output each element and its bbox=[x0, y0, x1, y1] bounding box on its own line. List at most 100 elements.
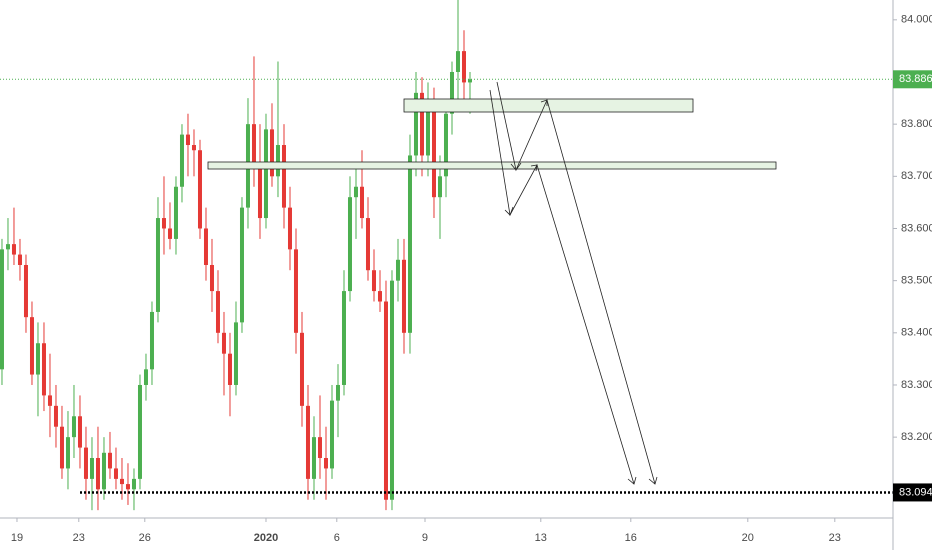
candle-body bbox=[191, 145, 196, 151]
candle-body bbox=[125, 484, 130, 490]
y-tick-label: 83.200 bbox=[901, 431, 932, 443]
candle-body bbox=[413, 92, 418, 156]
x-tick-label: 23 bbox=[73, 532, 85, 544]
candle-body bbox=[149, 311, 154, 370]
candle-body bbox=[329, 400, 334, 469]
x-tick-label: 19 bbox=[11, 532, 23, 544]
candle-body bbox=[221, 332, 226, 354]
candle-body bbox=[173, 186, 178, 239]
candle-body bbox=[263, 129, 268, 219]
candle-body bbox=[119, 478, 124, 485]
candle-body bbox=[83, 447, 88, 479]
candle-body bbox=[359, 186, 364, 219]
candle-body bbox=[113, 468, 118, 479]
arrow-head bbox=[540, 99, 548, 106]
plot-area bbox=[0, 0, 893, 511]
candle-body bbox=[455, 51, 460, 72]
candle-body bbox=[5, 244, 10, 250]
y-tick-label: 83.300 bbox=[901, 379, 932, 391]
drawings bbox=[207, 81, 777, 485]
candle-body bbox=[77, 416, 82, 448]
candle-body bbox=[293, 249, 298, 333]
candle-body bbox=[95, 458, 100, 490]
x-tick-label: 16 bbox=[625, 532, 637, 544]
price-label: 83.094 bbox=[899, 486, 932, 498]
candle-body bbox=[311, 437, 316, 479]
candle-body bbox=[233, 322, 238, 385]
candle-body bbox=[287, 207, 292, 250]
candle-body bbox=[377, 291, 382, 302]
x-tick-label: 26 bbox=[139, 532, 151, 544]
x-tick-label: 6 bbox=[334, 532, 340, 544]
candle-body bbox=[461, 51, 466, 83]
candle-body bbox=[11, 244, 16, 255]
candle-body bbox=[203, 228, 208, 265]
candle-body bbox=[275, 145, 280, 177]
candle-body bbox=[467, 79, 472, 83]
candle-body bbox=[47, 395, 52, 406]
candle-body bbox=[281, 145, 286, 208]
candle-body bbox=[131, 478, 136, 490]
candle-body bbox=[335, 384, 340, 401]
candle-body bbox=[185, 134, 190, 146]
candle-body bbox=[419, 92, 424, 156]
candle-body bbox=[179, 134, 184, 187]
y-tick-label: 83.700 bbox=[901, 170, 932, 182]
candle-body bbox=[101, 452, 106, 490]
candle-body bbox=[71, 416, 76, 438]
arrow-head bbox=[627, 476, 637, 485]
candle-body bbox=[41, 343, 46, 396]
candle-body bbox=[371, 270, 376, 292]
y-tick-label: 84.000 bbox=[901, 14, 932, 26]
axes: 84.000 83.800 83.700 83.600 83.500 83.400 83.3… bbox=[11, 14, 932, 544]
candle-body bbox=[227, 353, 232, 385]
candle-body bbox=[341, 291, 346, 385]
candle-body bbox=[137, 384, 142, 479]
x-tick-label: 20 bbox=[742, 532, 754, 544]
candle-body bbox=[383, 301, 388, 500]
x-tick-label: 9 bbox=[422, 532, 428, 544]
candle-body bbox=[107, 452, 112, 469]
x-tick-label: 23 bbox=[829, 532, 841, 544]
candle-body bbox=[323, 458, 328, 469]
candle-body bbox=[305, 405, 310, 479]
zone bbox=[207, 161, 777, 170]
candle-body bbox=[209, 264, 214, 292]
candle-body bbox=[425, 103, 430, 156]
price-label: 83.886 bbox=[899, 73, 932, 85]
candle-body bbox=[353, 186, 358, 198]
candle-body bbox=[29, 317, 34, 375]
candle-body bbox=[251, 124, 256, 166]
candle-body bbox=[89, 458, 94, 479]
candle-body bbox=[365, 218, 370, 271]
candle-body bbox=[389, 280, 394, 500]
arrow-path bbox=[489, 89, 635, 485]
candle-body bbox=[167, 228, 172, 239]
y-tick-label: 83.400 bbox=[901, 327, 932, 339]
candle-body bbox=[299, 332, 304, 406]
candle-body bbox=[197, 150, 202, 229]
candle-body bbox=[239, 207, 244, 323]
y-tick-label: 83.500 bbox=[901, 275, 932, 287]
price-label-box bbox=[893, 483, 932, 502]
arrow-head bbox=[504, 206, 514, 216]
arrow-head bbox=[510, 162, 522, 171]
y-tick-label: 83.800 bbox=[901, 118, 932, 130]
candle-body bbox=[449, 71, 454, 114]
y-tick-label: 83.600 bbox=[901, 222, 932, 234]
price-label-box bbox=[893, 70, 932, 89]
candle-body bbox=[395, 259, 400, 281]
candle-body bbox=[0, 249, 4, 370]
arrow-path bbox=[496, 81, 656, 485]
candle-body bbox=[437, 176, 442, 198]
candle-body bbox=[23, 264, 28, 318]
arrow-head bbox=[648, 476, 658, 485]
candle-body bbox=[401, 259, 406, 333]
candle-body bbox=[161, 218, 166, 229]
arrow-head bbox=[530, 164, 538, 172]
candle-body bbox=[143, 369, 148, 385]
candle-body bbox=[347, 197, 352, 292]
